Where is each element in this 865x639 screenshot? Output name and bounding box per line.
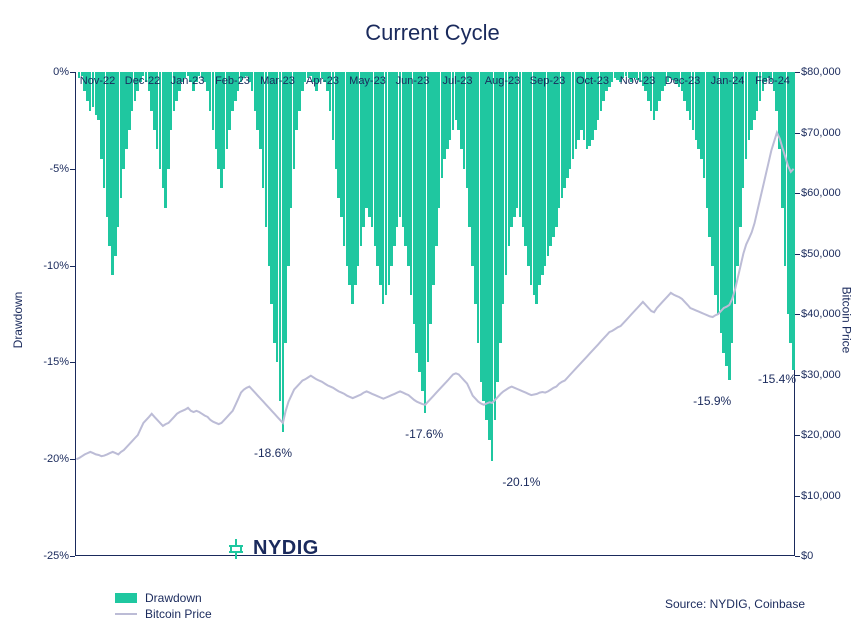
annotation-label: -17.6% <box>405 427 443 441</box>
y-right-tick: $10,000 <box>801 490 841 502</box>
y-right-tick: $20,000 <box>801 429 841 441</box>
plot-area: 0%-5%-10%-15%-20%-25% $0$10,000$20,000$3… <box>75 72 795 556</box>
annotation-label: -20.1% <box>502 475 540 489</box>
logo-icon <box>225 538 247 560</box>
y-left-axis-title: Drawdown <box>11 291 25 348</box>
y-left-tick: -20% <box>43 453 69 465</box>
source-attribution: Source: NYDIG, Coinbase <box>665 597 805 611</box>
legend-swatch-bar <box>115 593 137 603</box>
nydig-logo: NYDIG <box>225 537 319 560</box>
legend-item-price: Bitcoin Price <box>115 607 212 621</box>
annotations: -18.6% -17.6% -20.1% -15.9% -15.4% <box>75 72 795 556</box>
y-right-tick: $70,000 <box>801 127 841 139</box>
legend-swatch-line <box>115 613 137 615</box>
logo-text: NYDIG <box>253 537 319 560</box>
annotation-label: -15.4% <box>758 372 796 386</box>
y-right-axis-title: Bitcoin Price <box>840 286 854 353</box>
y-left-tick: 0% <box>53 66 69 78</box>
y-left-tick: -10% <box>43 260 69 272</box>
y-right-tick: $40,000 <box>801 308 841 320</box>
y-left-tick: -25% <box>43 550 69 562</box>
y-left-tick: -5% <box>49 163 69 175</box>
legend-label: Drawdown <box>145 591 202 605</box>
y-right-tick: $80,000 <box>801 66 841 78</box>
y-right-tick: $50,000 <box>801 248 841 260</box>
legend-label: Bitcoin Price <box>145 607 212 621</box>
chart-container: Current Cycle Drawdown Bitcoin Price 0%-… <box>0 0 865 639</box>
chart-title: Current Cycle <box>0 20 865 46</box>
y-right-tick: $30,000 <box>801 369 841 381</box>
y-right-tick: $0 <box>801 550 813 562</box>
y-left-tick: -15% <box>43 356 69 368</box>
annotation-label: -18.6% <box>254 446 292 460</box>
legend-item-drawdown: Drawdown <box>115 591 212 605</box>
legend: Drawdown Bitcoin Price <box>115 591 212 623</box>
y-right-tick: $60,000 <box>801 187 841 199</box>
annotation-label: -15.9% <box>693 394 731 408</box>
